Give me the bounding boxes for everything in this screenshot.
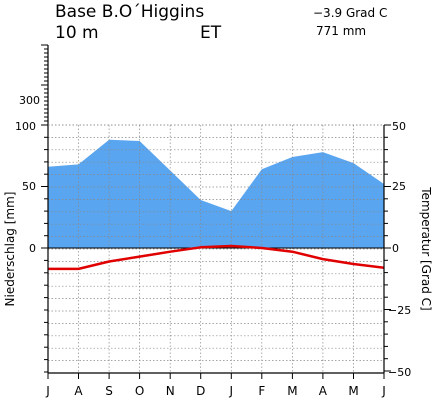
month-label: F — [258, 384, 265, 398]
right-tick-label-minus-25: −25 — [388, 304, 411, 317]
axes — [47, 45, 385, 374]
right-tick-label-0: 0 — [392, 242, 399, 255]
month-label: O — [135, 384, 144, 398]
month-label: J — [381, 384, 386, 398]
month-label: A — [319, 384, 328, 398]
month-label: N — [166, 384, 175, 398]
month-label: M — [287, 384, 297, 398]
left-tick-label-300: 300 — [19, 94, 40, 107]
right-tick-label-50: 50 — [392, 120, 406, 133]
annual-mean-temperature: −3.9 Grad C — [313, 6, 387, 20]
right-tick-label-minus-50: −50 — [388, 366, 411, 379]
month-label: M — [348, 384, 358, 398]
right-axis-title: Temperatur [Grad C] — [419, 186, 433, 310]
precipitation-area — [48, 139, 384, 248]
right-axis-ticks — [384, 124, 391, 372]
grid — [48, 124, 384, 374]
annual-precipitation: 771 mm — [316, 24, 366, 38]
month-label: J — [229, 384, 234, 398]
right-tick-label-25: 25 — [392, 180, 406, 193]
left-tick-label-100: 100 — [15, 120, 36, 133]
month-label: S — [105, 384, 113, 398]
left-axis-title: Niederschlag [mm] — [3, 192, 17, 307]
left-tick-label-0: 0 — [29, 242, 36, 255]
month-label: J — [45, 384, 50, 398]
station-name: Base B.O´Higgins — [55, 2, 204, 22]
temperature-line — [48, 244, 385, 271]
left-axis-ticks — [41, 44, 48, 373]
climate-class: ET — [200, 23, 222, 43]
left-tick-label-50: 50 — [22, 180, 36, 193]
month-label: A — [74, 384, 83, 398]
station-elevation: 10 m — [55, 23, 99, 43]
month-label: D — [196, 384, 205, 398]
